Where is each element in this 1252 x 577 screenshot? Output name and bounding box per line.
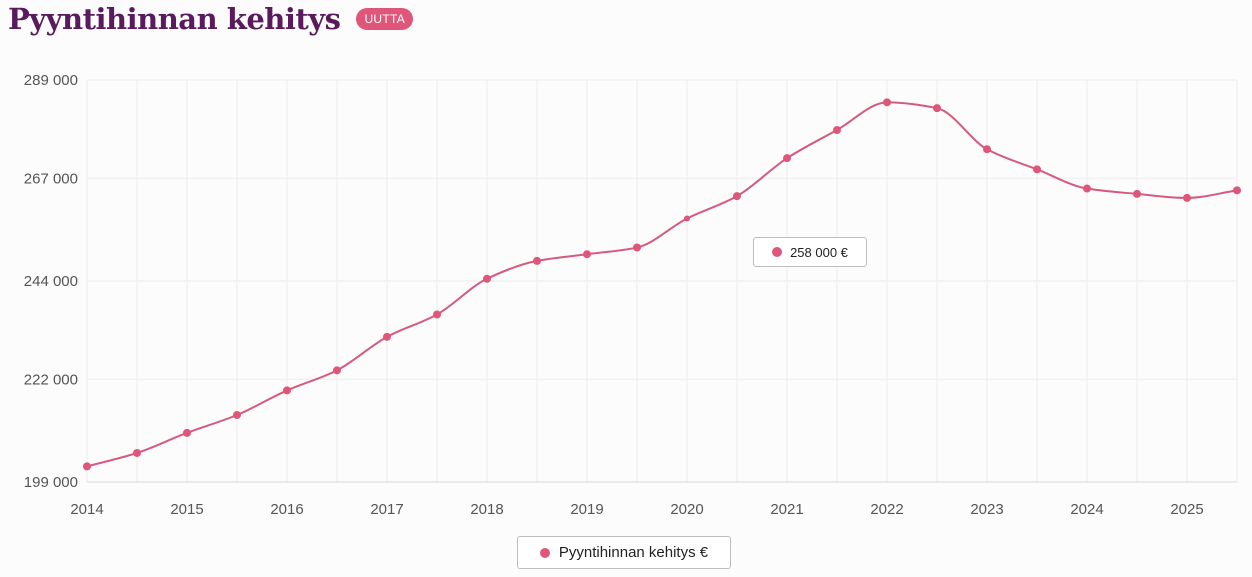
data-point[interactable] bbox=[233, 411, 241, 419]
data-point[interactable] bbox=[1033, 165, 1041, 174]
x-tick-label: 2024 bbox=[1070, 501, 1103, 518]
data-point[interactable] bbox=[633, 243, 641, 252]
data-point[interactable] bbox=[283, 386, 291, 395]
new-badge: UUTTA bbox=[356, 8, 414, 30]
legend-item-asking-price[interactable]: Pyyntihinnan kehitys € bbox=[517, 536, 731, 569]
legend-dot bbox=[539, 547, 550, 558]
y-tick-label: 199 000 bbox=[24, 474, 78, 491]
series-layer bbox=[83, 98, 1241, 471]
data-point[interactable] bbox=[1233, 186, 1241, 195]
tooltip-value: 258 000 € bbox=[790, 244, 848, 260]
y-tick-label: 289 000 bbox=[24, 72, 78, 89]
x-tick-label: 2015 bbox=[170, 501, 203, 518]
data-point[interactable] bbox=[1183, 193, 1191, 202]
chart-header: Pyyntihinnan kehitys UUTTA bbox=[8, 2, 414, 36]
data-point[interactable] bbox=[183, 428, 191, 437]
tooltip-dot bbox=[772, 247, 783, 257]
data-point[interactable] bbox=[833, 126, 841, 135]
x-tick-label: 2018 bbox=[470, 501, 503, 518]
data-point[interactable] bbox=[583, 250, 591, 259]
y-tick-label: 222 000 bbox=[24, 371, 78, 388]
page-title: Pyyntihinnan kehitys bbox=[8, 2, 341, 36]
x-tick-label: 2021 bbox=[770, 501, 803, 518]
data-point[interactable] bbox=[433, 310, 441, 319]
legend-label: Pyyntihinnan kehitys € bbox=[558, 544, 709, 561]
data-point[interactable] bbox=[883, 98, 891, 107]
grid-layer bbox=[86, 79, 1238, 483]
x-tick-label: 2014 bbox=[70, 501, 103, 518]
data-point[interactable] bbox=[133, 448, 141, 457]
x-tick-label: 2019 bbox=[570, 501, 603, 518]
x-tick-label: 2017 bbox=[370, 501, 403, 518]
value-tooltip: 258 000 € bbox=[753, 237, 867, 267]
x-tick-label: 2022 bbox=[870, 501, 903, 518]
x-tick-label: 2016 bbox=[270, 501, 303, 518]
series-line bbox=[86, 101, 1238, 468]
data-point[interactable] bbox=[684, 215, 690, 222]
data-point[interactable] bbox=[383, 332, 391, 341]
data-point[interactable] bbox=[983, 145, 991, 154]
x-tick-label: 2020 bbox=[670, 501, 703, 518]
data-point[interactable] bbox=[1133, 189, 1141, 198]
y-tick-label: 244 000 bbox=[24, 273, 78, 290]
data-point[interactable] bbox=[483, 274, 491, 283]
data-point[interactable] bbox=[83, 462, 91, 471]
data-point[interactable] bbox=[733, 192, 741, 201]
data-point[interactable] bbox=[783, 154, 791, 163]
data-point[interactable] bbox=[333, 366, 341, 375]
data-point[interactable] bbox=[533, 256, 541, 265]
data-point[interactable] bbox=[1083, 184, 1091, 193]
x-tick-label: 2025 bbox=[1170, 501, 1203, 518]
y-tick-label: 267 000 bbox=[24, 170, 78, 187]
axis-layer: 199 000 222 000 244 000 267 000 289 000 2014 2… bbox=[24, 72, 1237, 518]
data-point[interactable] bbox=[933, 104, 941, 113]
x-tick-label: 2023 bbox=[970, 501, 1003, 518]
